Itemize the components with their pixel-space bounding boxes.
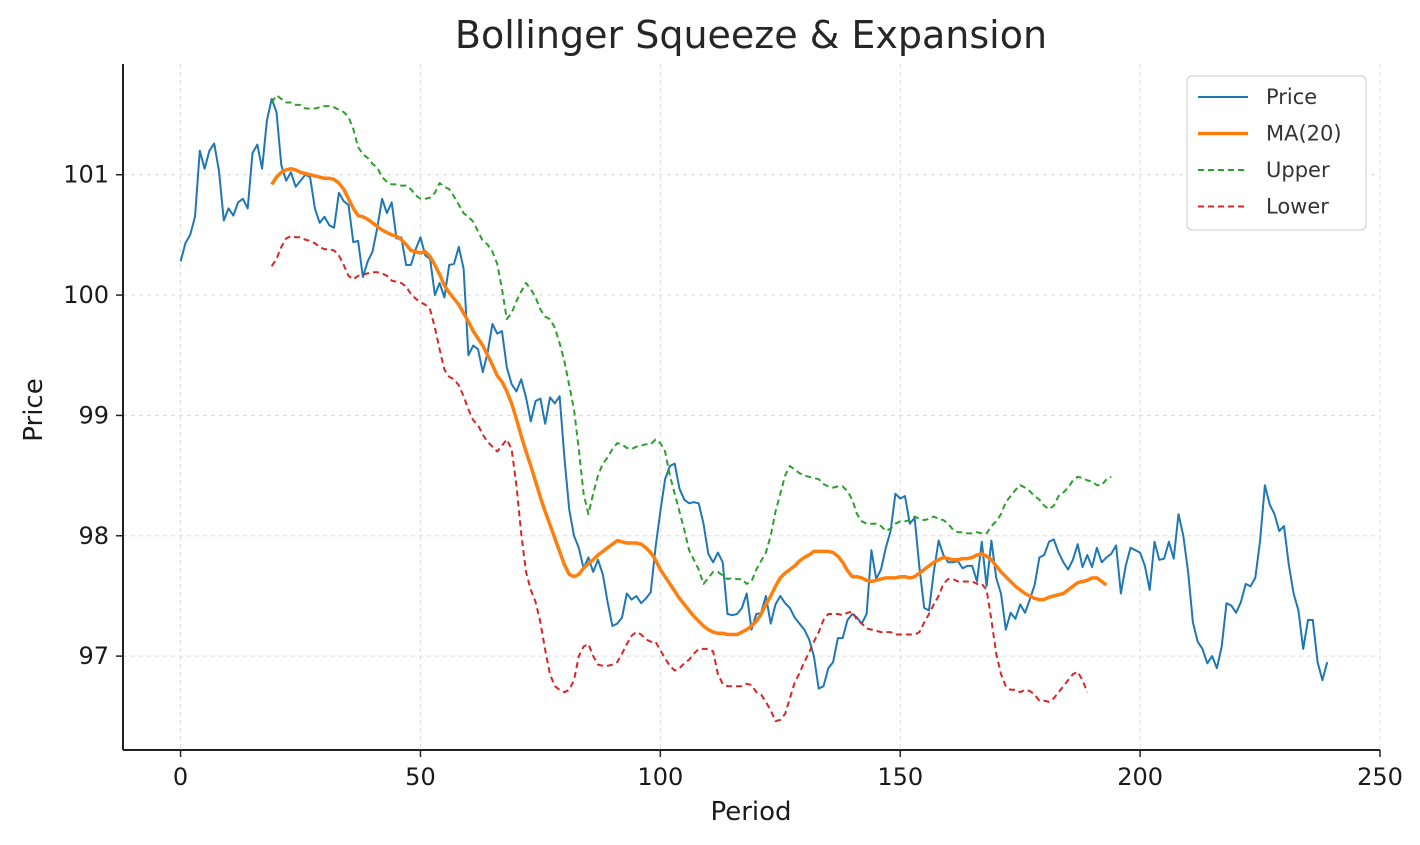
legend-box: [1186, 75, 1367, 231]
x-tick-label: 50: [405, 763, 436, 791]
y-tick-label: 97: [78, 642, 109, 670]
series-line-price: [179, 97, 1329, 690]
x-tick-label: 250: [1357, 763, 1403, 791]
chart-title: Bollinger Squeeze & Expansion: [455, 13, 1047, 57]
series-line-upper: [270, 94, 1112, 585]
x-axis-title: Period: [710, 797, 791, 827]
series-line-ma-20: [270, 166, 1108, 637]
legend-label: Upper: [1266, 158, 1330, 182]
y-axis-title: Price: [19, 378, 49, 441]
legend: Price MA(20) Upper Lower: [1186, 75, 1367, 231]
legend-label: MA(20): [1266, 122, 1342, 146]
x-tick-label: 0: [173, 763, 188, 791]
x-axis-ticks: 0 50 100 150 200 250: [173, 750, 1403, 791]
y-tick-label: 101: [63, 161, 109, 189]
x-tick-label: 150: [877, 763, 923, 791]
legend-label: Lower: [1266, 195, 1329, 219]
gridlines: [123, 64, 1381, 750]
series-line-lower: [270, 235, 1089, 723]
y-tick-label: 98: [78, 522, 109, 550]
x-tick-label: 200: [1117, 763, 1163, 791]
legend-label: Price: [1266, 85, 1317, 109]
plot-area: [179, 94, 1329, 723]
x-tick-label: 100: [637, 763, 683, 791]
y-tick-label: 100: [63, 281, 109, 309]
y-tick-label: 99: [78, 401, 109, 429]
y-axis-ticks: 97 98 99 100 101: [63, 161, 123, 670]
